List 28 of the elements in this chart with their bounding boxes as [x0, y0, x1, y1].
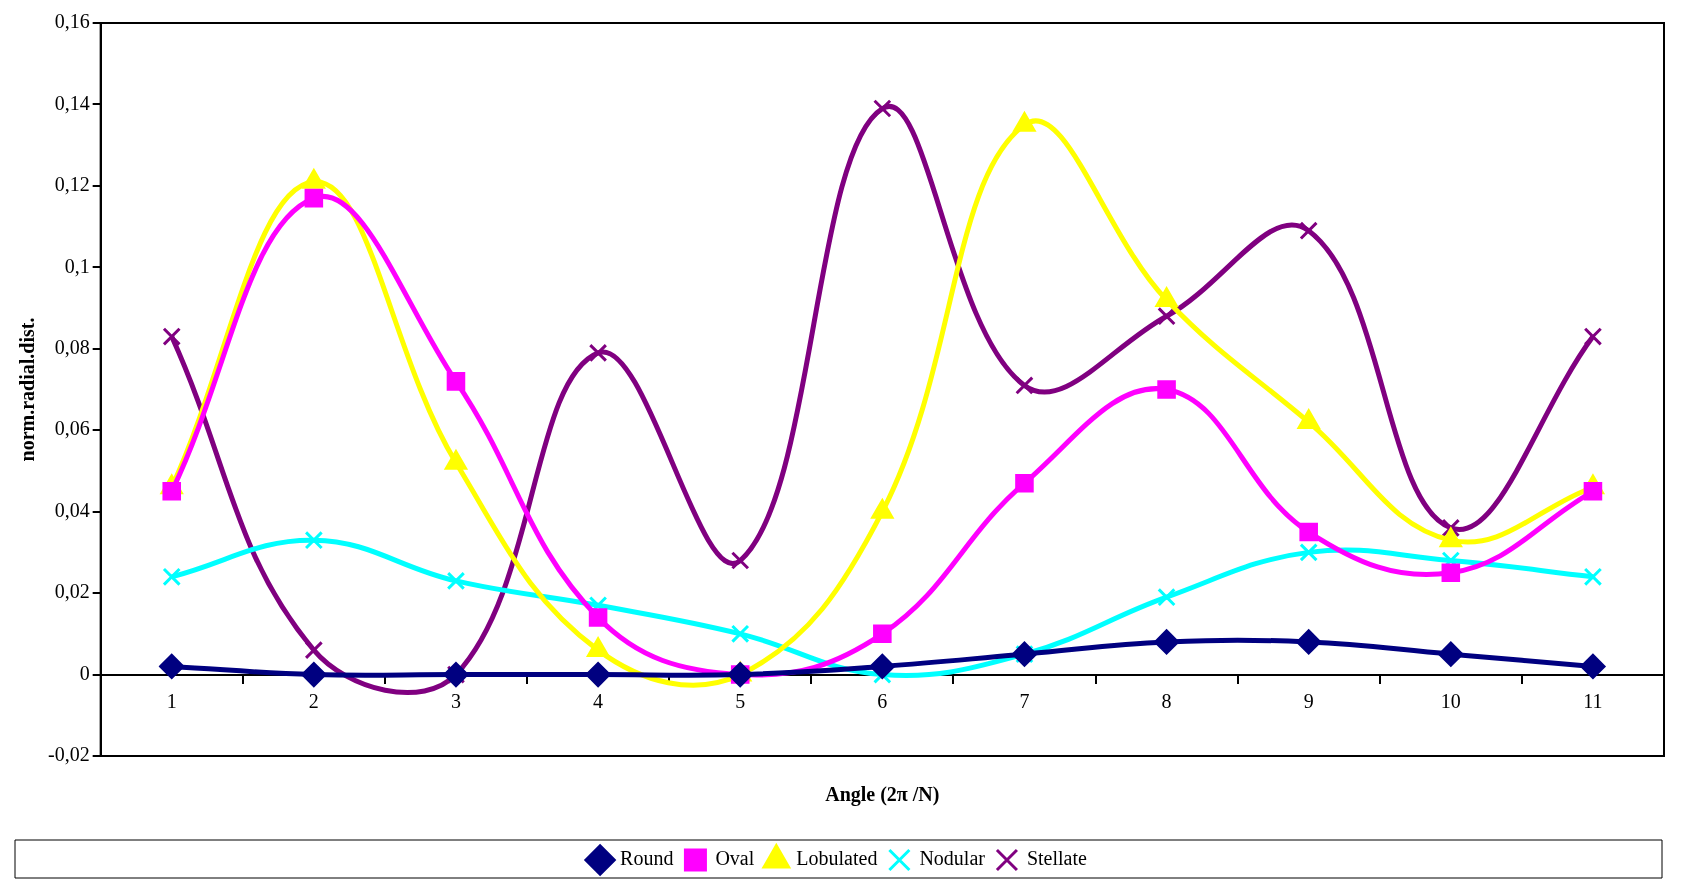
- legend-label: Round: [620, 847, 674, 870]
- y-tick-label: 0,08: [54, 336, 90, 359]
- legend-label: Nodular: [919, 847, 986, 870]
- y-tick-label: 0,06: [54, 417, 90, 440]
- x-tick-label: 2: [308, 689, 319, 712]
- x-tick-label: 1: [166, 689, 177, 712]
- x-axis-title: Angle (2π /N): [825, 783, 940, 807]
- y-tick-label: 0,1: [64, 254, 90, 277]
- x-tick-label: 4: [593, 689, 604, 712]
- y-tick-label: 0: [79, 661, 90, 684]
- legend-label: Oval: [715, 847, 755, 870]
- y-tick-label: -0,02: [47, 743, 90, 766]
- x-tick-label: 8: [1161, 689, 1172, 712]
- y-tick-label: 0,14: [54, 91, 90, 114]
- y-tick-label: 0,02: [54, 580, 90, 603]
- x-tick-label: 9: [1303, 689, 1314, 712]
- x-tick-label: 10: [1440, 689, 1461, 712]
- x-tick-label: 5: [735, 689, 746, 712]
- legend-label: Lobulated: [796, 847, 878, 870]
- legend-label: Stellate: [1026, 847, 1088, 870]
- y-tick-label: 0,16: [54, 10, 90, 33]
- x-tick-label: 6: [877, 689, 888, 712]
- x-tick-label: 11: [1583, 689, 1603, 712]
- y-tick-label: 0,12: [54, 173, 90, 196]
- y-tick-label: 0,04: [54, 498, 90, 521]
- y-axis-title: norm.radial.dist.: [16, 317, 39, 462]
- x-tick-label: 7: [1019, 689, 1030, 712]
- x-tick-label: 3: [450, 689, 461, 712]
